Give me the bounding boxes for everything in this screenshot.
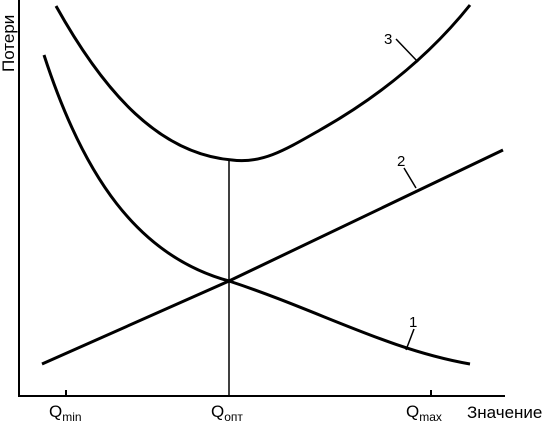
x-tick-qmin: Qmin	[49, 402, 82, 424]
x-axis-title: Значение	[467, 403, 542, 422]
x-tick-qopt: Qопт	[211, 402, 243, 424]
curve-1	[42, 54, 471, 366]
curve-3	[54, 4, 472, 163]
curve-3-label: 3	[384, 31, 392, 48]
curve-2-label: 2	[397, 153, 405, 170]
x-tick-qmin-sub: min	[62, 410, 81, 424]
curve-1-label: 1	[409, 314, 417, 331]
x-tick-qmin-main: Q	[49, 402, 62, 421]
x-tick-qmax-sub: max	[419, 410, 442, 424]
x-tick-qopt-sub: опт	[224, 410, 243, 424]
curve-2-leader	[403, 167, 417, 189]
y-axis-title: Потери	[0, 15, 18, 72]
curve-1-leader	[405, 328, 415, 351]
x-tick-qopt-main: Q	[211, 402, 224, 421]
curve-3-leader	[395, 38, 419, 63]
x-tick-qmax-main: Q	[406, 402, 419, 421]
x-tick-qmax: Qmax	[406, 402, 442, 424]
curve-2	[41, 148, 504, 366]
